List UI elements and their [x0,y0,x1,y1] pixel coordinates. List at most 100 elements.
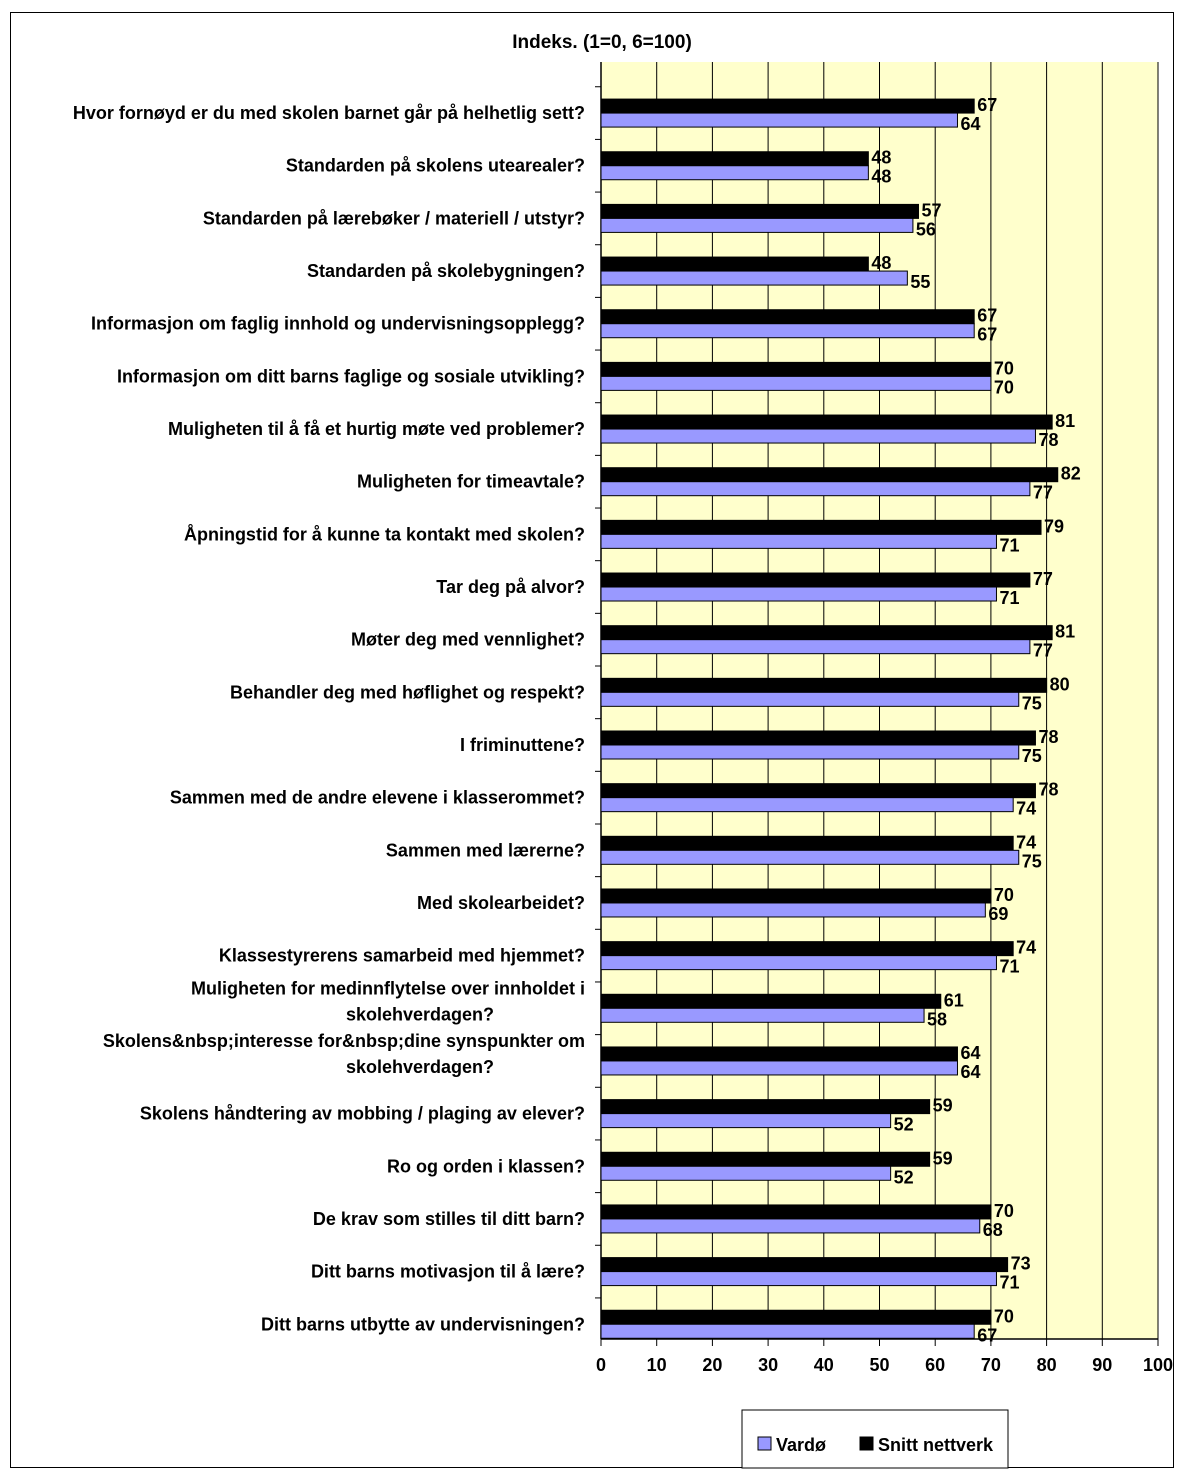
bar-vardo [600,481,1031,497]
category-label: Med skolearbeidet? [417,893,585,913]
legend-box [741,1409,1009,1469]
bar-snitt-nettverk [600,1257,1009,1273]
bar-vardo [600,375,992,391]
data-label-vardo: 64 [960,114,980,134]
bar-vardo [600,902,986,918]
bar-snitt-nettverk [600,361,992,377]
bar-snitt-nettverk [600,572,1031,588]
bar-vardo [600,955,997,971]
bar-snitt-nettverk [600,941,1014,957]
data-label-vardo: 78 [1038,430,1058,450]
data-label-vardo: 70 [994,377,1014,397]
bar-vardo [600,1007,925,1023]
data-label-snitt: 82 [1061,464,1081,484]
bar-vardo [600,217,914,233]
data-label-snitt: 80 [1050,674,1070,694]
data-label-snitt: 64 [960,1043,980,1063]
data-label-snitt: 48 [871,148,891,168]
category-label: Skolens&nbsp;interesse for&nbsp;dine syn… [103,1031,585,1077]
data-label-snitt: 74 [1016,832,1036,852]
data-label-vardo: 64 [960,1062,980,1082]
data-label-vardo: 71 [999,588,1019,608]
data-label-snitt: 59 [933,1148,953,1168]
category-label: Behandler deg med høflighet og respekt? [230,682,585,702]
bar-snitt-nettverk [600,625,1053,641]
bar-snitt-nettverk [600,993,942,1009]
bar-vardo [600,1218,981,1234]
data-label-vardo: 67 [977,325,997,345]
bar-vardo [600,533,997,549]
x-tick-label: 20 [702,1355,722,1375]
x-tick-label: 40 [814,1355,834,1375]
data-label-vardo: 48 [871,167,891,187]
bar-snitt-nettverk [600,1099,931,1115]
category-label: Møter deg med vennlighet? [351,630,585,650]
data-label-vardo: 75 [1022,851,1042,871]
bar-vardo [600,1323,975,1339]
chart-title: Indeks. (1=0, 6=100) [512,32,692,53]
data-label-vardo: 77 [1033,641,1053,661]
data-label-vardo: 75 [1022,693,1042,713]
bar-vardo [600,691,1020,707]
bar-vardo [600,323,975,339]
category-label: Ro og orden i klassen? [387,1156,585,1176]
bar-vardo [600,428,1036,444]
data-label-snitt: 81 [1055,622,1075,642]
x-tick-label: 90 [1092,1355,1112,1375]
bar-snitt-nettverk [600,519,1042,535]
data-label-vardo: 52 [894,1115,914,1135]
category-label: Muligheten til å få et hurtig møte ved p… [168,419,585,439]
data-label-snitt: 79 [1044,516,1064,536]
data-label-snitt: 78 [1038,727,1058,747]
data-label-snitt: 70 [994,358,1014,378]
data-label-vardo: 58 [927,1009,947,1029]
legend-label-snitt: Snitt nettverk [878,1435,994,1455]
category-label: Åpningstid for å kunne ta kontakt med sk… [184,524,585,544]
bar-snitt-nettverk [600,98,975,114]
category-label: Informasjon om faglig innhold og undervi… [91,314,585,334]
data-label-snitt: 73 [1011,1254,1031,1274]
data-label-snitt: 59 [933,1096,953,1116]
data-label-vardo: 77 [1033,483,1053,503]
bar-snitt-nettverk [600,1151,931,1167]
category-label: Standarden på skolebygningen? [307,261,585,281]
category-label: I friminuttene? [460,735,585,755]
category-label: Hvor fornøyd er du med skolen barnet går… [73,103,585,123]
bar-snitt-nettverk [600,203,919,219]
bar-snitt-nettverk [600,1204,992,1220]
data-label-vardo: 67 [977,1325,997,1345]
bar-vardo [600,1165,892,1181]
data-label-snitt: 74 [1016,938,1036,958]
bar-snitt-nettverk [600,730,1036,746]
bar-vardo [600,1113,892,1129]
data-label-vardo: 74 [1016,799,1036,819]
data-label-vardo: 52 [894,1167,914,1187]
data-label-vardo: 69 [988,904,1008,924]
bar-vardo [600,270,908,286]
data-label-snitt: 61 [944,990,964,1010]
x-tick-label: 80 [1037,1355,1057,1375]
bar-snitt-nettverk [600,467,1059,483]
category-label: Sammen med lærerne? [386,840,585,860]
category-label: Tar deg på alvor? [436,577,585,597]
data-label-vardo: 75 [1022,746,1042,766]
data-label-snitt: 57 [921,200,941,220]
x-tick-label: 50 [869,1355,889,1375]
legend-swatch-snitt [859,1436,874,1451]
x-tick-label: 60 [925,1355,945,1375]
bar-vardo [600,165,869,181]
legend-swatch-vardo [757,1436,772,1451]
category-label: Sammen med de andre elevene i klasseromm… [170,788,585,808]
data-label-snitt: 67 [977,306,997,326]
x-tick-label: 70 [981,1355,1001,1375]
bar-vardo [600,849,1020,865]
category-label: De krav som stilles til ditt barn? [313,1209,585,1229]
data-label-snitt: 70 [994,1201,1014,1221]
bar-vardo [600,586,997,602]
bar-snitt-nettverk [600,414,1053,430]
data-label-snitt: 78 [1038,780,1058,800]
category-label: Standarden på lærebøker / materiell / ut… [203,208,585,228]
category-label: Muligheten for timeavtale? [357,472,585,492]
bar-snitt-nettverk [600,677,1048,693]
category-label: Ditt barns utbytte av undervisningen? [261,1314,585,1334]
